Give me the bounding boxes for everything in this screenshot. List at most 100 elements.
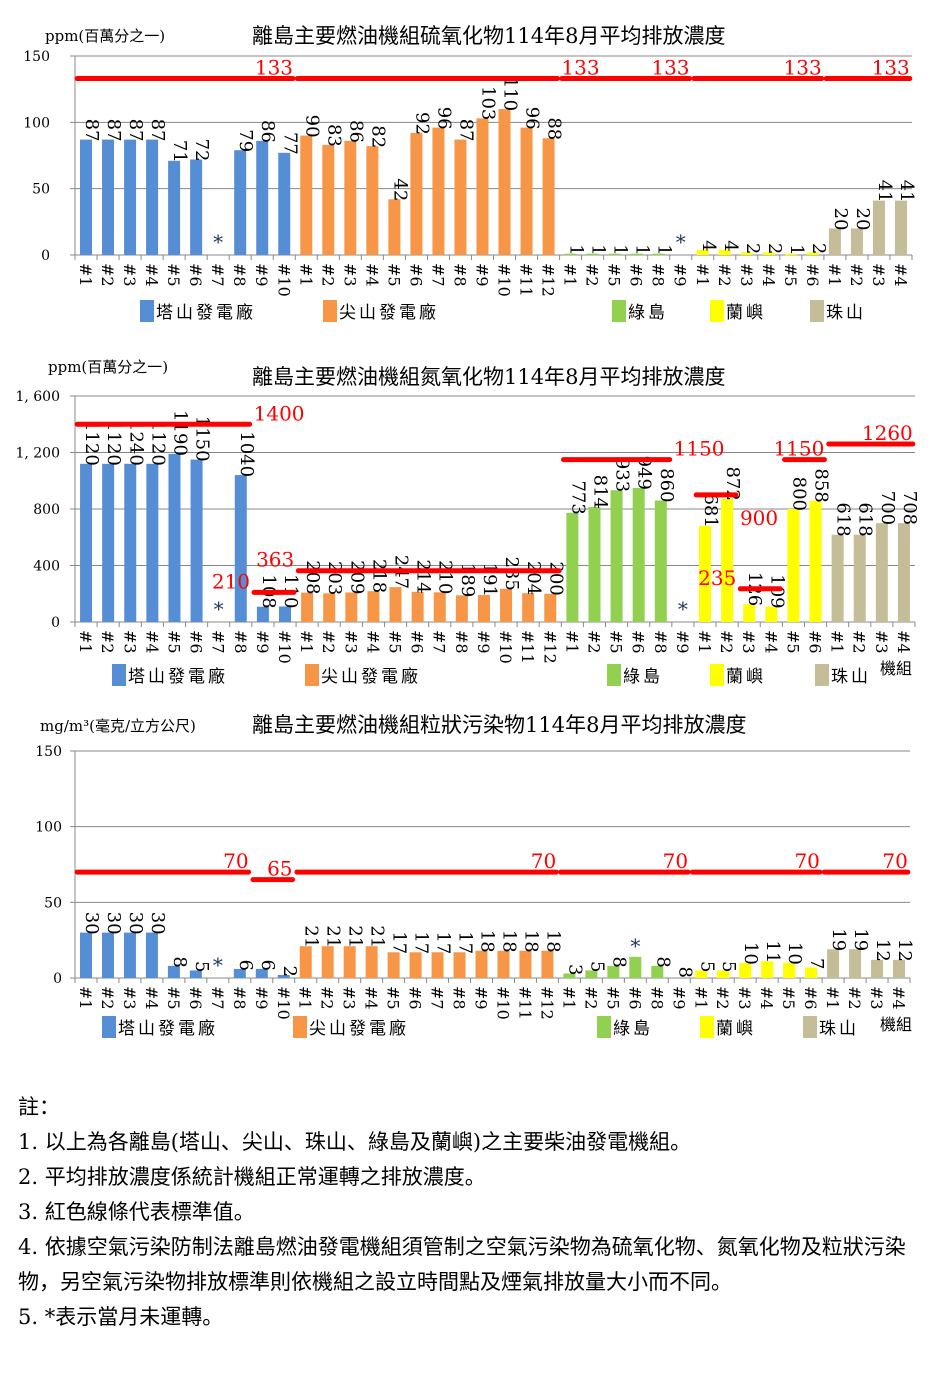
data-label: 1 <box>654 244 675 255</box>
data-label: 88 <box>544 117 565 140</box>
category-label: #2 <box>581 986 600 1010</box>
category-label: #1 <box>561 263 580 287</box>
data-label: 96 <box>433 107 454 130</box>
x-axis-label: 機組 <box>880 1015 912 1034</box>
category-label: #10 <box>274 986 293 1020</box>
not-operating-marker: * <box>213 230 223 254</box>
data-label: 2 <box>279 966 300 977</box>
data-label: 19 <box>850 928 871 951</box>
data-label: 235 <box>501 556 522 590</box>
data-label: 19 <box>828 928 849 951</box>
category-label: #8 <box>649 263 668 287</box>
category-label: #10 <box>493 986 512 1020</box>
category-label: #9 <box>472 263 491 287</box>
category-label: #4 <box>889 986 908 1010</box>
category-label: #1 <box>559 986 578 1010</box>
category-label: #4 <box>761 630 780 654</box>
data-label: 2 <box>808 243 829 254</box>
not-operating-marker: * <box>213 953 223 977</box>
bar <box>629 956 642 978</box>
bar <box>805 967 818 978</box>
data-label: 72 <box>191 139 212 162</box>
category-label: #7 <box>430 630 449 654</box>
category-label: #7 <box>208 986 227 1010</box>
legend-swatch <box>102 1016 116 1038</box>
standard-limit-label: 1400 <box>254 401 305 425</box>
data-label: 21 <box>301 925 322 948</box>
data-label: 872 <box>722 466 743 500</box>
category-label: #2 <box>318 986 337 1010</box>
legend-label: 綠島 <box>613 1019 653 1039</box>
standard-limit-label: 210 <box>212 569 250 593</box>
y-tick-label: 50 <box>44 895 62 911</box>
bar <box>431 952 444 978</box>
category-label: #2 <box>847 263 866 287</box>
legend-swatch <box>710 300 724 322</box>
category-label: #8 <box>450 986 469 1010</box>
y-axis-unit-label: mg/m³(毫克/立方公尺) <box>40 717 196 735</box>
standard-limit-label: 70 <box>663 849 688 873</box>
category-label: #6 <box>408 630 427 654</box>
legend-label: 蘭嶼 <box>726 303 766 323</box>
data-label: 8 <box>674 967 695 978</box>
category-label: #8 <box>647 986 666 1010</box>
category-label: #9 <box>472 986 491 1010</box>
category-label: #1 <box>76 630 95 654</box>
category-label: #5 <box>607 630 626 654</box>
bar <box>388 199 401 255</box>
category-label: #2 <box>583 263 602 287</box>
category-label: #1 <box>825 263 844 287</box>
category-label: #6 <box>629 630 648 654</box>
category-label: #3 <box>735 986 754 1010</box>
data-label: 5 <box>718 961 739 972</box>
category-label: #9 <box>253 630 272 654</box>
category-label: #1 <box>76 986 95 1010</box>
category-label: #2 <box>584 630 603 654</box>
legend-label: 蘭嶼 <box>726 667 766 687</box>
data-label: 110 <box>500 77 521 111</box>
category-label: #6 <box>806 630 825 654</box>
bar <box>828 228 841 255</box>
category-label: #1 <box>695 630 714 654</box>
note-item-1: 1. 以上為各離島(塔山、尖山、珠山、綠島及蘭嶼)之主要柴油發電機組。 <box>18 1130 692 1154</box>
category-label: #3 <box>120 986 139 1010</box>
bar <box>279 606 291 622</box>
category-label: #7 <box>209 630 228 654</box>
bar <box>300 135 313 255</box>
standard-limit-label: 1150 <box>773 437 824 461</box>
bar <box>630 253 643 256</box>
bar <box>168 160 181 255</box>
data-label: 814 <box>589 475 610 509</box>
data-label: 41 <box>874 180 895 203</box>
category-label: #3 <box>737 263 756 287</box>
category-label: #6 <box>625 986 644 1010</box>
category-label: #10 <box>274 263 293 297</box>
bar <box>651 965 664 978</box>
data-label: 30 <box>147 912 168 935</box>
legend-label: 珠山 <box>831 667 871 687</box>
bar <box>564 253 577 256</box>
category-label: #1 <box>828 630 847 654</box>
y-tick-label: 0 <box>41 248 50 264</box>
category-label: #5 <box>781 263 800 287</box>
category-label: #8 <box>230 263 249 287</box>
data-label: 214 <box>413 559 434 593</box>
data-label: 1190 <box>169 410 190 456</box>
category-label: #10 <box>495 263 514 297</box>
bar <box>522 593 535 622</box>
data-label: 12 <box>894 939 915 962</box>
bar <box>787 509 800 622</box>
category-label: #6 <box>803 263 822 287</box>
standard-limit-label: 70 <box>223 849 248 873</box>
bar <box>519 950 532 978</box>
data-label: 20 <box>852 208 873 231</box>
category-label: #3 <box>120 263 139 287</box>
y-tick-label: 100 <box>35 820 62 836</box>
category-label: #7 <box>428 263 447 287</box>
data-label: 21 <box>323 925 344 948</box>
data-label: 87 <box>455 119 476 142</box>
category-label: #6 <box>187 630 206 654</box>
bar <box>544 593 557 622</box>
data-label: 10 <box>784 942 805 965</box>
data-label: 109 <box>766 574 787 608</box>
